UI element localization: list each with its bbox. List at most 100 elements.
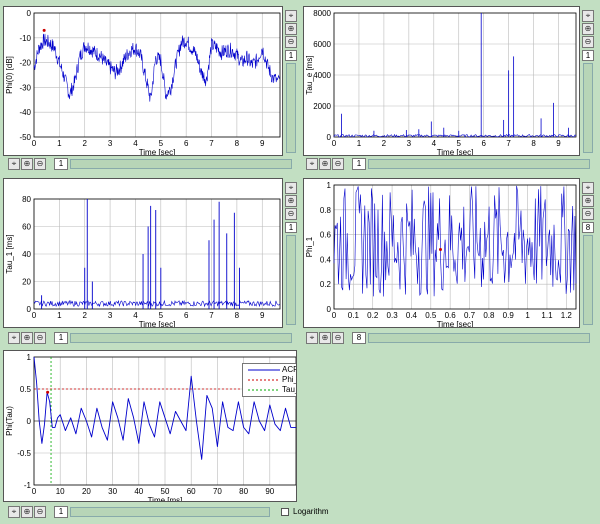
- x-tick-label: 2: [82, 311, 87, 320]
- y-tick-label: -10: [19, 34, 31, 43]
- tau-e-chart: 8000 6000 4000 2000 00 1 2 3 4 5 6 7 8 9 Time [sec] Tau…: [305, 9, 577, 155]
- x-tick-label: 8: [531, 139, 536, 148]
- y-tick-label: 4000: [313, 71, 331, 80]
- y-tick-label: -20: [19, 59, 31, 68]
- x-tick-label: 0.8: [483, 311, 495, 320]
- horizontal-scrollbar[interactable]: [368, 159, 590, 169]
- x-axis-label: Time [sec]: [437, 320, 474, 328]
- x-tick-label: 50: [161, 487, 170, 496]
- tau-1-plot-panel[interactable]: 80 60 40 20 0 0 1 2 3 4 5 6 7 8 9 Time [sec] Tau_1 [ms]: [3, 178, 283, 328]
- cursor-icon[interactable]: ⌖: [582, 10, 594, 22]
- zoom-in-icon[interactable]: ⊕: [21, 506, 33, 518]
- acf-series-line: [33, 356, 296, 460]
- y-tick-label: -50: [19, 133, 31, 142]
- page-field[interactable]: 1: [54, 332, 68, 344]
- zoom-in-icon[interactable]: ⊕: [21, 332, 33, 344]
- cursor-marker: [42, 28, 46, 32]
- x-tick-label: 0: [32, 487, 37, 496]
- vertical-scrollbar[interactable]: [286, 63, 296, 153]
- cursor-icon[interactable]: ⌖: [582, 182, 594, 194]
- vertical-scrollbar[interactable]: [583, 63, 593, 153]
- x-tick-label: 0.9: [503, 311, 515, 320]
- logarithm-label: Logarithm: [293, 507, 329, 516]
- page-field[interactable]: 8: [352, 332, 366, 344]
- x-tick-label: 0: [32, 139, 37, 148]
- cursor-icon[interactable]: ⌖: [285, 10, 297, 22]
- horizontal-scrollbar[interactable]: [368, 333, 590, 343]
- x-tick-label: 3: [108, 139, 113, 148]
- logarithm-checkbox[interactable]: [281, 508, 289, 516]
- legend-item-acf: ACF: [248, 365, 297, 374]
- page-field[interactable]: 1: [54, 158, 68, 170]
- cursor-icon[interactable]: ⌖: [306, 332, 318, 344]
- zoom-in-icon[interactable]: ⊕: [319, 332, 331, 344]
- y-tick-label: 0: [27, 417, 32, 426]
- y-tick-label: 0.6: [320, 231, 332, 240]
- zoom-out-icon[interactable]: ⊖: [285, 208, 297, 220]
- y-axis-label: Phi(0) [dB]: [5, 56, 14, 94]
- zoom-in-icon[interactable]: ⊕: [582, 23, 594, 35]
- y-tick-label: 80: [22, 195, 31, 204]
- zoom-in-icon[interactable]: ⊕: [285, 23, 297, 35]
- horizontal-scrollbar[interactable]: [70, 159, 292, 169]
- horizontal-scrollbar[interactable]: [70, 507, 270, 517]
- y-tick-label: 0.5: [20, 385, 32, 394]
- zoom-out-icon[interactable]: ⊖: [34, 158, 46, 170]
- x-tick-label: 6: [481, 139, 486, 148]
- zoom-in-icon[interactable]: ⊕: [319, 158, 331, 170]
- x-tick-label: 5: [159, 311, 164, 320]
- cursor-icon[interactable]: ⌖: [285, 182, 297, 194]
- x-tick-label: 9: [260, 139, 265, 148]
- vertical-scrollbar[interactable]: [286, 235, 296, 325]
- tau-e-plot-panel[interactable]: 8000 6000 4000 2000 0 0 1 2 3 4 5 6 7 8 9 Time [sec] Tau…: [303, 6, 580, 156]
- page-field[interactable]: 1: [352, 158, 366, 170]
- zoom-out-icon[interactable]: ⊖: [332, 332, 344, 344]
- plot-frame: [333, 12, 577, 138]
- phi0-series-line: [33, 33, 280, 102]
- y-tick-label: -40: [19, 108, 31, 117]
- x-tick-label: 10: [56, 487, 65, 496]
- phi0-plot-panel[interactable]: 0 -10 -20 -30 -40 -50 0 1 2 3 4 5 6 7 8 9 Time [sec] Phi(…: [3, 6, 283, 156]
- tau-1-baseline-line: [33, 299, 281, 308]
- cursor-icon[interactable]: ⌖: [8, 506, 20, 518]
- x-axis-label: Time [sec]: [139, 320, 176, 328]
- zoom-out-icon[interactable]: ⊖: [582, 208, 594, 220]
- y-tick-label: 0: [327, 305, 332, 314]
- zoom-out-icon[interactable]: ⊖: [285, 36, 297, 48]
- page-field[interactable]: 1: [54, 506, 68, 518]
- plot-frame: [333, 184, 577, 310]
- acf-plot-panel[interactable]: 1 0.5 0 -0.5 -1 0 10 20 30 40 50 60 70 80 90 Time [ms] P…: [3, 350, 297, 502]
- zoom-in-icon[interactable]: ⊕: [285, 195, 297, 207]
- zoom-out-icon[interactable]: ⊖: [34, 506, 46, 518]
- x-tick-label: 0.6: [445, 311, 457, 320]
- channel-field[interactable]: 1: [285, 222, 297, 233]
- y-tick-label: 0.8: [320, 206, 332, 215]
- vertical-scrollbar[interactable]: [583, 235, 593, 325]
- phi0-bottom-toolbar: ⌖ ⊕ ⊖ 1: [8, 158, 293, 170]
- zoom-out-icon[interactable]: ⊖: [34, 332, 46, 344]
- channel-field[interactable]: 1: [582, 50, 594, 61]
- x-tick-label: 8: [235, 311, 240, 320]
- x-tick-label: 2: [82, 139, 87, 148]
- zoom-in-icon[interactable]: ⊕: [21, 158, 33, 170]
- cursor-marker: [438, 247, 442, 251]
- cursor-icon[interactable]: ⌖: [8, 332, 20, 344]
- y-axis-label: Phi(Tau): [5, 406, 14, 436]
- y-tick-label: -0.5: [17, 449, 31, 458]
- zoom-in-icon[interactable]: ⊕: [582, 195, 594, 207]
- y-tick-label: 0.2: [320, 280, 332, 289]
- zoom-out-icon[interactable]: ⊖: [332, 158, 344, 170]
- x-tick-label: 1.1: [541, 311, 553, 320]
- x-tick-label: 0: [32, 311, 37, 320]
- channel-field[interactable]: 1: [285, 50, 297, 61]
- x-tick-label: 0.4: [406, 311, 418, 320]
- cursor-icon[interactable]: ⌖: [306, 158, 318, 170]
- phi-1-plot-panel[interactable]: 1 0.8 0.6 0.4 0.2 0 0 0.1 0.2 0.3 0.4 0.5 0.6 0.7 0.8 0…: [303, 178, 580, 328]
- x-tick-label: 2: [382, 139, 387, 148]
- channel-field[interactable]: 8: [582, 222, 594, 233]
- x-tick-label: 9: [260, 311, 265, 320]
- horizontal-scrollbar[interactable]: [70, 333, 292, 343]
- cursor-icon[interactable]: ⌖: [8, 158, 20, 170]
- zoom-out-icon[interactable]: ⊖: [582, 36, 594, 48]
- x-tick-label: 7: [506, 139, 511, 148]
